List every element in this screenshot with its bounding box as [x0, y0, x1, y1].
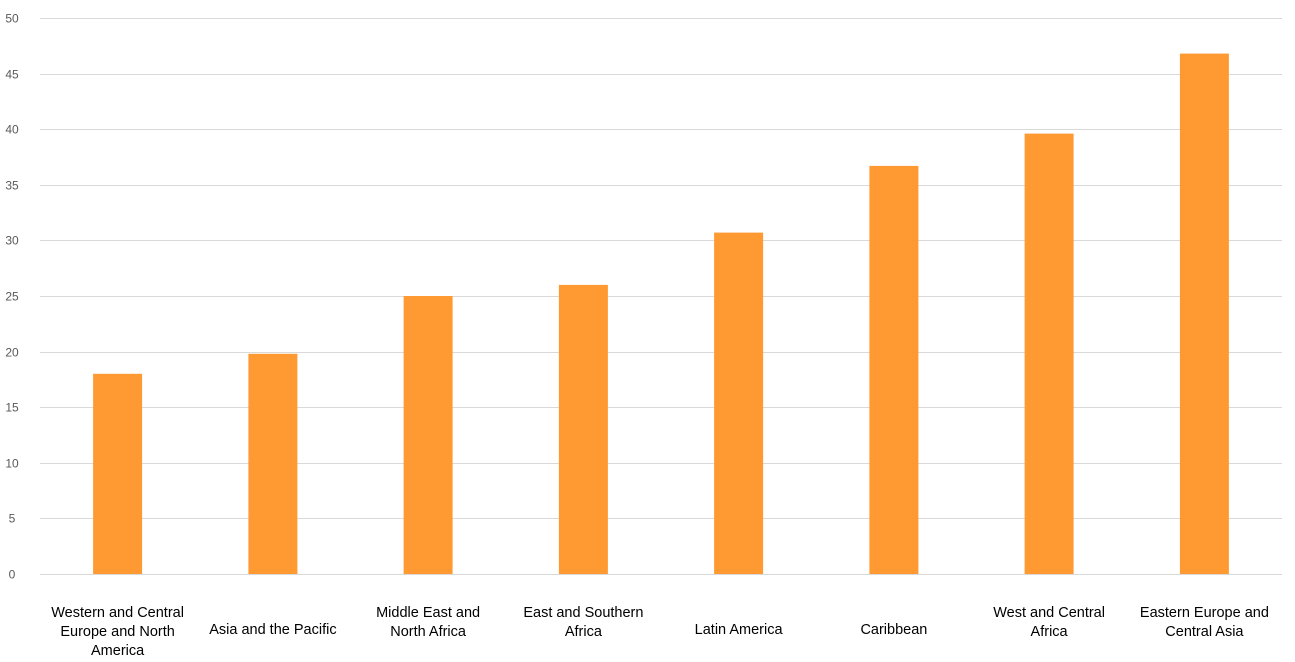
x-tick-label: East and Southern Africa: [523, 605, 643, 640]
x-tick-label-line: Caribbean: [860, 622, 927, 638]
x-tick-label: Middle East and North Africa: [376, 605, 480, 640]
bar: [714, 232, 764, 574]
x-tick-label-line: Africa: [565, 624, 603, 640]
x-tick-label-line: East and Southern: [523, 605, 643, 621]
y-tick-label: 15: [5, 401, 19, 415]
y-tick-label: 50: [5, 12, 19, 26]
bar: [93, 373, 143, 574]
bar: [1179, 53, 1229, 575]
y-axis-tick-labels: 0 5 10 15 20 25 30 35 40 45 50: [5, 12, 19, 582]
y-tick-label: 5: [9, 512, 16, 526]
x-tick-label-line: Western and Central: [51, 605, 184, 621]
x-tick-label-line: America: [91, 643, 145, 659]
gridlines: [40, 18, 1282, 575]
x-tick-label: West and Central Africa: [993, 605, 1105, 640]
bar: [558, 284, 608, 574]
x-tick-label: Eastern Europe and Central Asia: [1140, 605, 1269, 640]
y-tick-label: 30: [5, 234, 19, 248]
x-tick-label-line: West and Central: [993, 605, 1105, 621]
x-tick-label: Western and Central Europe and North Ameri…: [51, 605, 184, 659]
y-tick-label: 20: [5, 346, 19, 360]
x-tick-label-line: Africa: [1031, 624, 1069, 640]
x-tick-label-line: North Africa: [390, 624, 467, 640]
bar: [248, 353, 298, 574]
x-tick-label: Asia and the Pacific: [209, 622, 336, 638]
x-tick-label: Latin America: [695, 622, 784, 638]
x-tick-label-line: Latin America: [695, 622, 784, 638]
x-tick-label-line: Europe and North: [60, 624, 174, 640]
x-axis-tick-labels: Western and Central Europe and North Ameri…: [51, 605, 1269, 659]
y-tick-label: 35: [5, 179, 19, 193]
y-tick-label: 10: [5, 457, 19, 471]
y-tick-label: 25: [5, 290, 19, 304]
y-tick-label: 40: [5, 123, 19, 137]
x-tick-label-line: Middle East and: [376, 605, 480, 621]
bar: [403, 296, 453, 574]
bar: [1024, 133, 1074, 574]
y-tick-label: 0: [9, 568, 16, 582]
bars: [93, 53, 1229, 575]
x-tick-label-line: Asia and the Pacific: [209, 622, 336, 638]
bar: [869, 165, 919, 574]
x-tick-label: Caribbean: [860, 622, 927, 638]
x-tick-label-line: Eastern Europe and: [1140, 605, 1269, 621]
y-tick-label: 45: [5, 68, 19, 82]
x-tick-label-line: Central Asia: [1165, 624, 1244, 640]
